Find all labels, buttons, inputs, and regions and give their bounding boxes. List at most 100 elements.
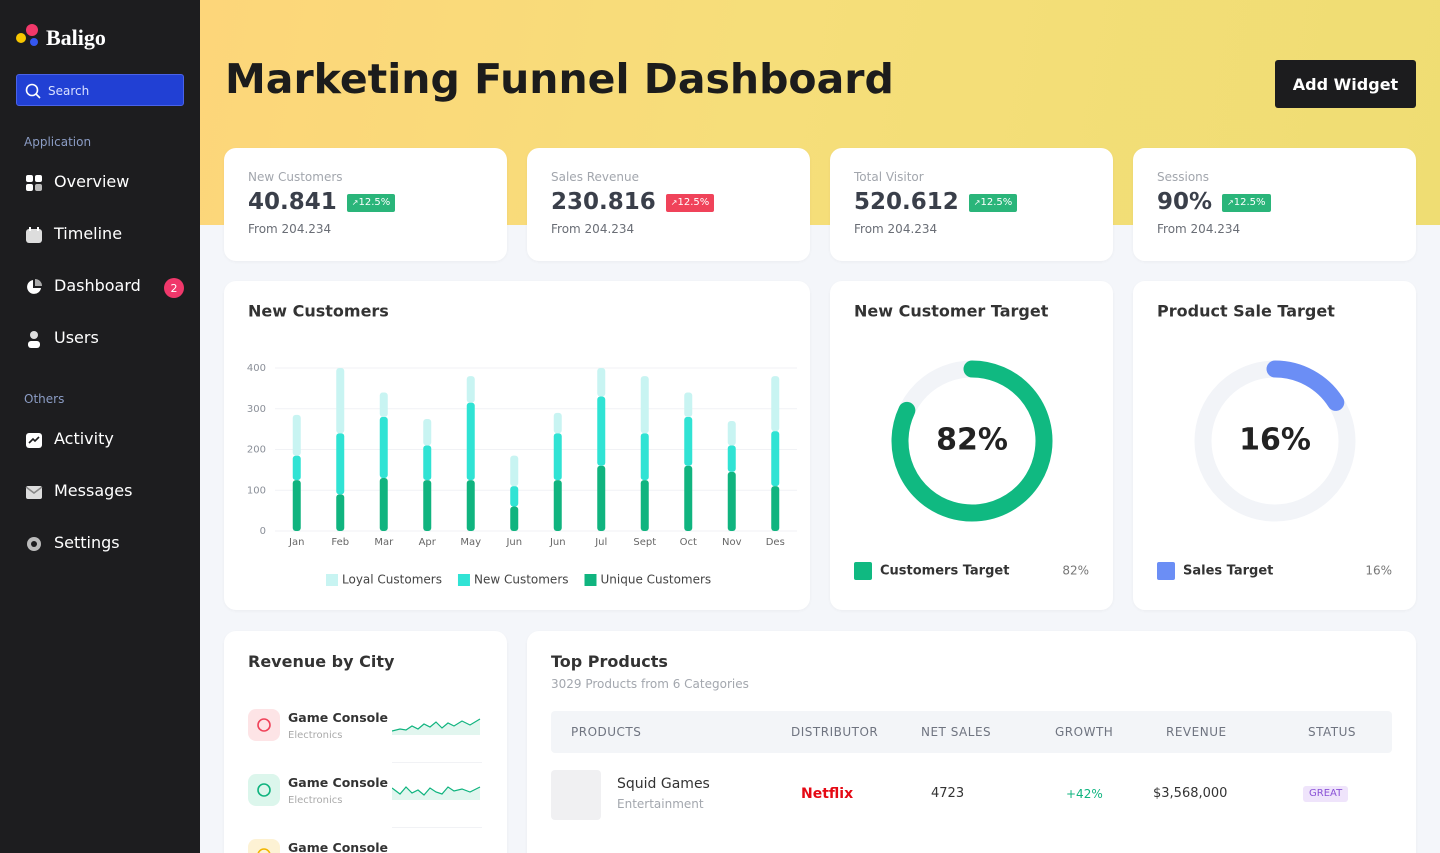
search-icon xyxy=(25,83,41,99)
bar-segment xyxy=(292,480,301,531)
stat-change: ↗ 12.5% xyxy=(968,194,1018,212)
bar-segment xyxy=(423,418,432,446)
city-name: Game Console xyxy=(288,710,388,725)
bar-segment xyxy=(423,480,432,531)
bar-segment xyxy=(684,416,693,466)
stat-value: 40.841 xyxy=(248,189,337,215)
x-tick-label: Jul xyxy=(594,537,607,548)
chart-title: New Customer Target xyxy=(854,302,1049,321)
trend-icon: ↗ xyxy=(351,198,359,207)
stat-label: Total Visitor xyxy=(854,170,924,184)
nav-item[interactable]: Settings xyxy=(54,533,120,552)
add-widget-button[interactable]: Add Widget xyxy=(1275,60,1416,108)
table-header-cell: NET SALES xyxy=(921,725,992,739)
status-pill: GREAT xyxy=(1303,786,1349,802)
legend-swatch xyxy=(854,562,872,580)
stat-change: ↗ 12.5% xyxy=(1222,194,1271,212)
table-header-cell: GROWTH xyxy=(1055,725,1114,739)
bar-segment xyxy=(597,465,606,531)
bar-segment xyxy=(727,420,736,446)
city-name: Game Console xyxy=(288,840,388,853)
bar-segment xyxy=(640,376,649,434)
x-tick-label: Apr xyxy=(419,537,437,548)
nav-item[interactable]: Overview xyxy=(54,172,130,191)
change-text: 12.5% xyxy=(980,197,1013,208)
search-box[interactable]: Search xyxy=(16,74,184,106)
bar-segment xyxy=(597,368,606,397)
nav-item[interactable]: Messages xyxy=(54,481,133,500)
stat-card: Total Visitor 520.612 ↗ 12.5% From 204.234 xyxy=(830,148,1113,261)
y-tick-label: 0 xyxy=(260,526,266,537)
stat-value: 520.612 xyxy=(854,189,959,215)
table-header-cell: REVENUE xyxy=(1166,725,1227,739)
stat-change: ↗ 12.5% xyxy=(346,194,396,212)
bar-segment xyxy=(640,480,649,531)
product-name: Squid Games xyxy=(617,776,710,792)
bar-segment xyxy=(771,486,780,531)
nav-icon xyxy=(26,175,42,191)
bar-segment xyxy=(336,433,345,495)
revenue: $3,568,000 xyxy=(1153,786,1228,801)
x-tick-label: Oct xyxy=(680,537,697,548)
donut-card xyxy=(830,281,1113,610)
chart-title: New Customers xyxy=(248,302,389,321)
bar-segment xyxy=(771,376,780,432)
nav-icon xyxy=(26,433,42,448)
bar-segment xyxy=(684,465,693,531)
sparkline-line xyxy=(391,786,481,800)
bar-segment xyxy=(466,376,475,403)
sparkline-line xyxy=(391,718,481,735)
y-tick-label: 200 xyxy=(247,445,266,456)
nav-item[interactable]: Dashboard xyxy=(54,276,141,295)
bar-segment xyxy=(379,392,388,417)
bar-chart-card xyxy=(224,281,810,610)
stat-from: From 204.234 xyxy=(1157,222,1241,236)
bar-segment xyxy=(292,414,301,456)
product-thumb xyxy=(551,770,601,820)
x-tick-label: Jan xyxy=(288,537,304,548)
sparkline xyxy=(391,717,482,735)
x-tick-label: Feb xyxy=(331,537,349,548)
nav-icon xyxy=(27,537,41,551)
bar-segment xyxy=(553,480,562,531)
nav-icon xyxy=(27,279,42,294)
trend-icon: ↗ xyxy=(1227,198,1234,207)
change-text: 12.5% xyxy=(677,197,710,208)
legend-label: Unique Customers xyxy=(601,573,712,587)
x-tick-label: Jun xyxy=(549,537,566,548)
legend-value: 82% xyxy=(1062,564,1089,578)
x-tick-label: Nov xyxy=(722,537,742,548)
y-tick-label: 100 xyxy=(247,485,266,496)
bar-segment xyxy=(510,486,519,507)
donut-arc xyxy=(1266,360,1345,411)
x-tick-label: Jun xyxy=(505,537,522,548)
nav-item[interactable]: Timeline xyxy=(54,224,123,243)
bar-segment xyxy=(597,396,606,466)
logo xyxy=(16,24,38,46)
legend-swatch xyxy=(1157,562,1175,580)
bar-segment xyxy=(510,455,519,487)
top-products-card: Top Products 3029 Products from 6 Catego… xyxy=(527,631,1416,853)
change-text: 12.5% xyxy=(358,197,391,208)
nav-item[interactable]: Activity xyxy=(54,429,114,448)
y-tick-label: 400 xyxy=(247,363,266,374)
bar-segment xyxy=(510,506,519,531)
stat-from: From 204.234 xyxy=(248,222,332,236)
card-title: Top Products xyxy=(551,652,668,671)
stat-card: Sales Revenue 230.816 ↗ 12.5% From 204.234 xyxy=(527,148,810,261)
stat-value: 90% xyxy=(1157,189,1213,215)
legend-value: 16% xyxy=(1365,564,1392,578)
city-icon xyxy=(248,709,280,741)
nav-icon xyxy=(25,486,43,499)
city-category: Electronics xyxy=(288,730,343,741)
legend-label: Sales Target xyxy=(1183,564,1273,579)
city-name: Game Console xyxy=(288,775,388,790)
bar-segment xyxy=(684,392,693,417)
y-tick-label: 300 xyxy=(247,404,266,415)
table-header-cell: DISTRIBUTOR xyxy=(791,725,879,739)
table-header-cell: STATUS xyxy=(1308,725,1357,739)
donut-center-label: 16% xyxy=(1239,423,1311,458)
nav-item[interactable]: Users xyxy=(54,328,99,347)
